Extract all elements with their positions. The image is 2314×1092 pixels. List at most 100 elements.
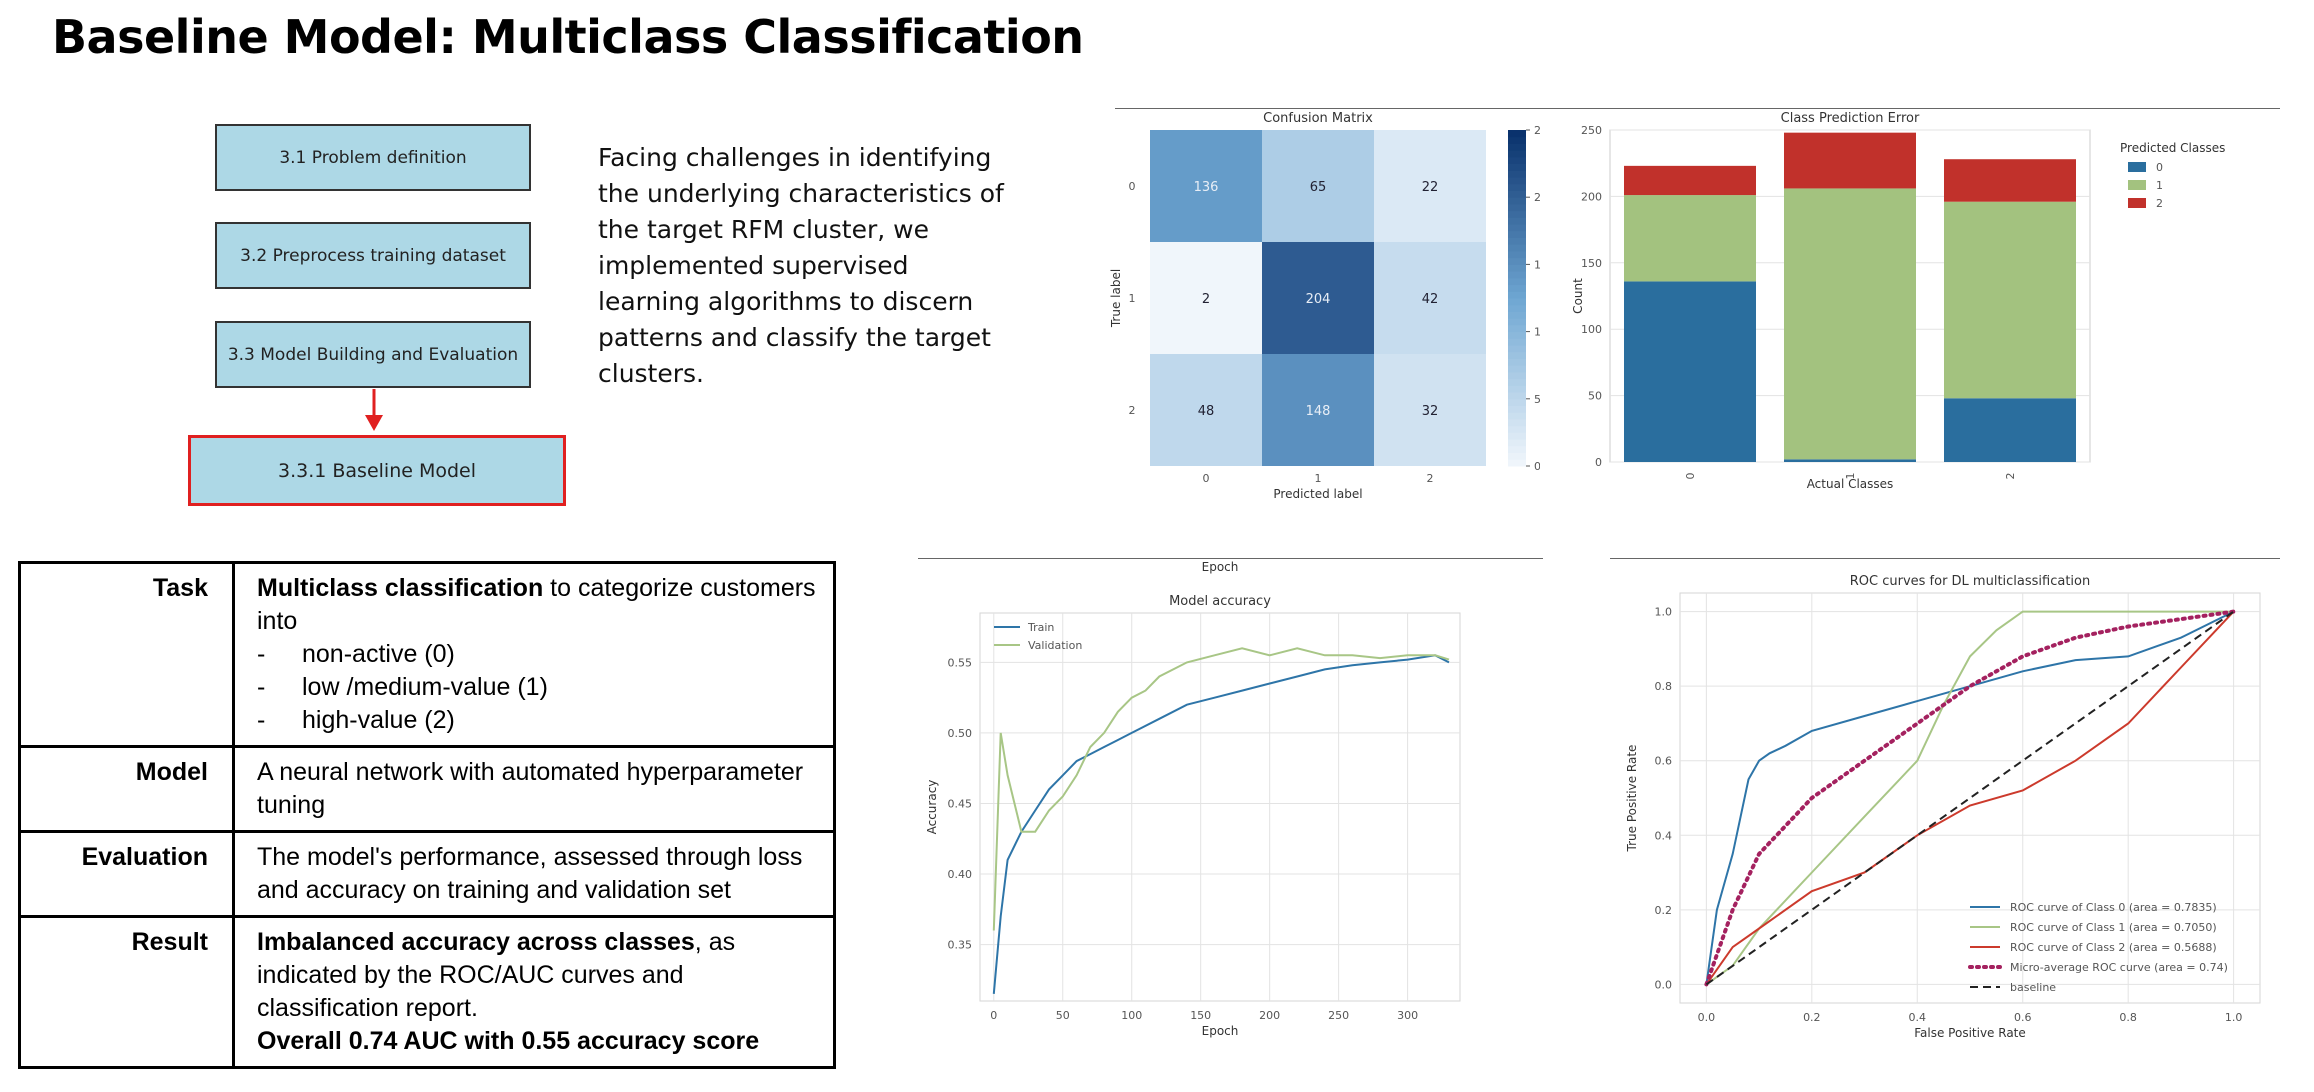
colorbar-segment [1508, 210, 1526, 218]
task-bold: Multiclass classification [257, 574, 544, 602]
y-tick-label: 50 [1588, 390, 1602, 403]
colorbar-segment [1508, 318, 1526, 326]
legend-label: ROC curve of Class 1 (area = 0.7050) [2010, 921, 2217, 934]
colorbar-segment [1508, 311, 1526, 319]
colorbar-segment [1508, 197, 1526, 205]
result-key: Result [18, 915, 235, 1069]
description-text: Facing challenges in identifying the und… [598, 143, 1004, 388]
colorbar-segment [1508, 412, 1526, 420]
x-tick-label: 2 [1427, 472, 1434, 485]
x-tick-label: 0.8 [2119, 1011, 2137, 1024]
legend-swatch [2128, 162, 2146, 172]
colorbar-segment [1508, 324, 1526, 333]
task-value: Multiclass classification to categorize … [232, 561, 836, 748]
roc-curve-chart: ROC curves for DL multiclassification 0.0… [1625, 574, 2261, 1040]
chart-title: Confusion Matrix [1263, 111, 1373, 126]
y-tick-label: 200 [1581, 190, 1602, 203]
divider [918, 558, 1543, 559]
result-final: Overall 0.74 AUC with 0.55 accuracy scor… [257, 1027, 760, 1055]
legend-label: Train [1027, 621, 1054, 634]
colorbar-segment [1508, 177, 1526, 185]
colorbar-segment [1508, 143, 1526, 151]
y-tick-label: 1.0 [1655, 606, 1673, 619]
chart-title: Model accuracy [1169, 594, 1271, 609]
colorbar-segment [1508, 425, 1526, 433]
task-key: Task [18, 561, 235, 748]
colorbar-segment [1508, 170, 1526, 178]
x-axis-label: Epoch [1202, 1024, 1239, 1038]
colorbar-tick-label: 0 [1534, 460, 1540, 473]
colorbar-segment [1508, 432, 1526, 440]
series-line [1705, 610, 2235, 985]
bar [1624, 281, 1756, 462]
y-tick-label: 0.55 [948, 656, 973, 669]
x-tick-label: 0.4 [1909, 1011, 1927, 1024]
colorbar-segment [1508, 230, 1526, 239]
step-baseline-model: 3.3.1 Baseline Model [188, 435, 566, 506]
colorbar-tick-label: 200 [1534, 191, 1540, 204]
heatmap-cell [1374, 130, 1486, 242]
step-model-building: 3.3 Model Building and Evaluation [215, 321, 531, 388]
colorbar-segment [1508, 331, 1526, 339]
colorbar-segment [1508, 163, 1526, 171]
heatmap-cell [1262, 354, 1374, 466]
colorbar-segment [1508, 398, 1526, 407]
y-tick-label: 0.35 [948, 939, 973, 952]
colorbar-tick-label: 250 [1534, 124, 1540, 137]
colorbar-segment [1508, 452, 1526, 460]
bar [1624, 195, 1756, 282]
colorbar-segment [1508, 190, 1526, 198]
x-tick-label: 0.2 [1803, 1011, 1821, 1024]
y-tick-label: 2 [1129, 404, 1136, 417]
colorbar-segment [1508, 345, 1526, 353]
step-preprocess-dataset: 3.2 Preprocess training dataset [215, 222, 531, 289]
y-tick-label: 0 [1595, 456, 1602, 469]
plot-area [979, 612, 1461, 1002]
task-list: non-active (0) low /medium-value (1) hig… [257, 638, 819, 737]
table-row: Task Multiclass classification to catego… [18, 561, 836, 748]
y-axis-label: True Positive Rate [1625, 745, 1639, 853]
legend-label: Validation [1028, 639, 1082, 652]
model-value: A neural network with automated hyperpar… [232, 745, 836, 833]
x-tick-label: 0.0 [1698, 1011, 1716, 1024]
y-tick-label: 0.0 [1655, 978, 1673, 991]
legend-title: Predicted Classes [2120, 141, 2225, 155]
x-tick-label: 1 [1315, 472, 1322, 485]
colorbar-segment [1508, 271, 1526, 279]
colorbar-tick-label: 150 [1534, 258, 1540, 271]
list-item: low /medium-value (1) [257, 671, 819, 704]
x-tick-label: 0 [1684, 473, 1697, 480]
divider [1115, 108, 2280, 109]
colorbar-segment [1508, 130, 1526, 138]
y-tick-label: 0.40 [948, 868, 973, 881]
y-tick-label: 0.6 [1655, 755, 1673, 768]
bar [1944, 201, 2076, 399]
y-tick-label: 0.8 [1655, 680, 1673, 693]
x-tick-label: 200 [1259, 1009, 1280, 1022]
table-row: Result Imbalanced accuracy across classe… [18, 915, 836, 1069]
y-tick-label: 0.4 [1655, 829, 1673, 842]
colorbar-segment [1508, 358, 1526, 366]
data-label: 48 [1198, 404, 1215, 419]
legend-label: 0 [2156, 161, 2163, 174]
arrow-down-icon [365, 389, 383, 431]
series-line [1704, 609, 2236, 987]
colorbar-segment [1508, 277, 1526, 286]
x-axis-label: Actual Classes [1807, 477, 1894, 491]
colorbar-segment [1508, 224, 1526, 232]
bar [1624, 165, 1756, 196]
x-tick-label: 50 [1056, 1009, 1070, 1022]
y-tick-label: 0.2 [1655, 904, 1673, 917]
colorbar-segment [1508, 418, 1526, 427]
result-bold: Imbalanced accuracy across classes [257, 928, 695, 956]
chart-title: Class Prediction Error [1781, 111, 1920, 126]
series-line [992, 647, 1450, 931]
bar [1944, 159, 2076, 202]
colorbar-segment [1508, 378, 1526, 386]
colorbar-segment [1508, 338, 1526, 346]
series-line [1705, 610, 2235, 986]
data-label: 136 [1194, 180, 1219, 195]
legend-label: 2 [2156, 197, 2163, 210]
legend-label: 1 [2156, 179, 2163, 192]
colorbar-tick-label: 50 [1534, 393, 1540, 406]
